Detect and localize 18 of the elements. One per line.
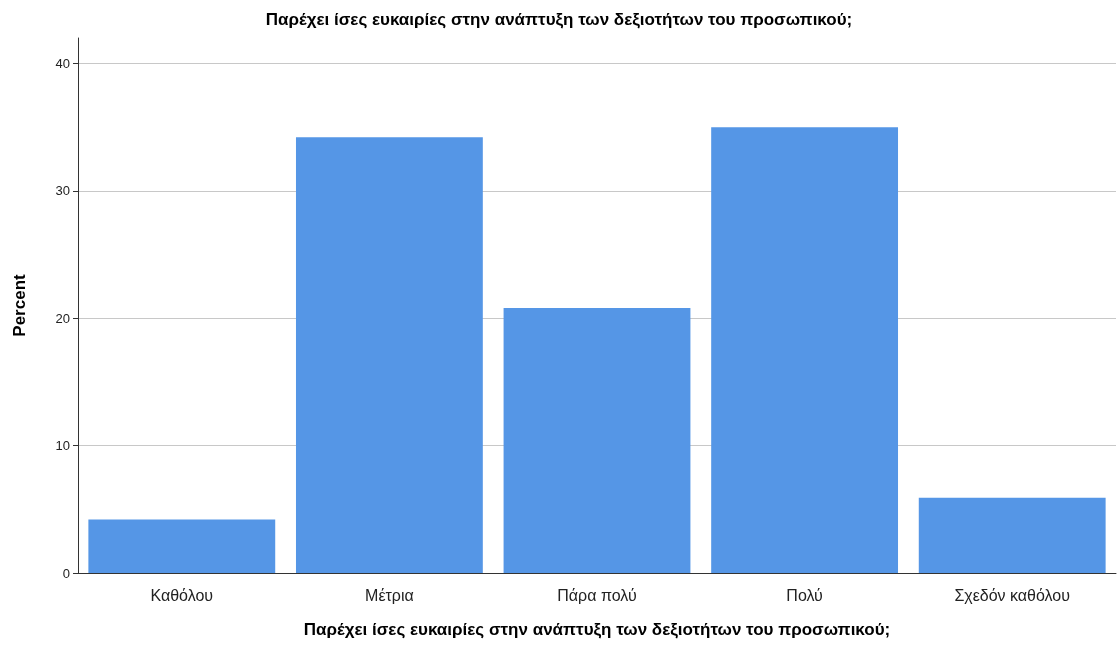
bar	[295, 137, 483, 573]
y-tick-label: 30	[55, 183, 70, 199]
y-axis-title: Percent	[10, 273, 29, 337]
x-tick-label: Καθόλου	[150, 586, 214, 604]
y-tick-label: 10	[55, 438, 70, 454]
x-axis-title: Παρέχει ίσες ευκαιρίες στην ανάπτυξη των δεξιοτήτων του προσωπικού;	[303, 620, 891, 639]
y-tick-label: 40	[55, 55, 70, 71]
bar	[711, 127, 899, 573]
chart-title: Παρέχει ίσες ευκαιρίες στην ανάπτυξη των δεξιοτήτων του προσωπικού;	[265, 10, 853, 29]
bar	[88, 519, 276, 573]
x-tick-label: Πολύ	[786, 586, 823, 604]
bar	[918, 497, 1106, 573]
x-tick-label: Σχεδόν καθόλου	[954, 586, 1071, 604]
y-tick-label: 0	[62, 565, 70, 581]
x-tick-label: Μέτρια	[365, 586, 414, 604]
bar	[503, 308, 691, 573]
y-tick-label: 20	[55, 310, 70, 326]
x-tick-label: Πάρα πολύ	[557, 586, 637, 604]
